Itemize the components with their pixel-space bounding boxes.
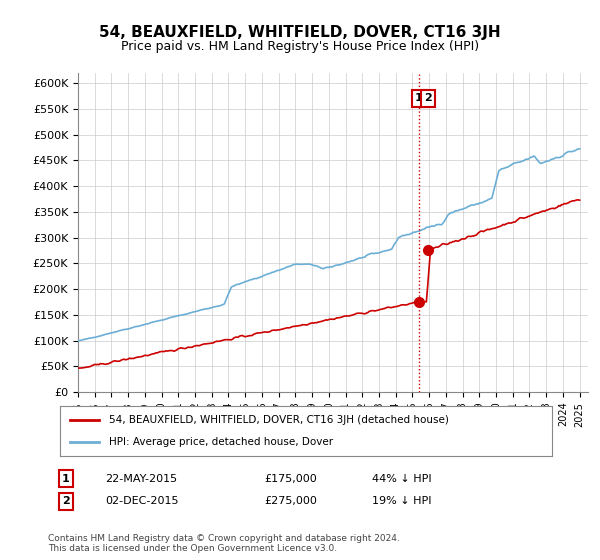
- Text: £175,000: £175,000: [264, 474, 317, 484]
- Text: 2: 2: [424, 94, 431, 104]
- Text: 1: 1: [62, 474, 70, 484]
- Text: HPI: Average price, detached house, Dover: HPI: Average price, detached house, Dove…: [109, 437, 334, 447]
- Text: 02-DEC-2015: 02-DEC-2015: [105, 496, 179, 506]
- Text: 2: 2: [62, 496, 70, 506]
- Text: 1: 1: [415, 94, 423, 104]
- Text: 44% ↓ HPI: 44% ↓ HPI: [372, 474, 431, 484]
- Text: Contains HM Land Registry data © Crown copyright and database right 2024.
This d: Contains HM Land Registry data © Crown c…: [48, 534, 400, 553]
- Text: 22-MAY-2015: 22-MAY-2015: [105, 474, 177, 484]
- Text: 54, BEAUXFIELD, WHITFIELD, DOVER, CT16 3JH (detached house): 54, BEAUXFIELD, WHITFIELD, DOVER, CT16 3…: [109, 415, 449, 425]
- Text: Price paid vs. HM Land Registry's House Price Index (HPI): Price paid vs. HM Land Registry's House …: [121, 40, 479, 53]
- Text: 19% ↓ HPI: 19% ↓ HPI: [372, 496, 431, 506]
- Text: 54, BEAUXFIELD, WHITFIELD, DOVER, CT16 3JH: 54, BEAUXFIELD, WHITFIELD, DOVER, CT16 3…: [99, 25, 501, 40]
- Text: £275,000: £275,000: [264, 496, 317, 506]
